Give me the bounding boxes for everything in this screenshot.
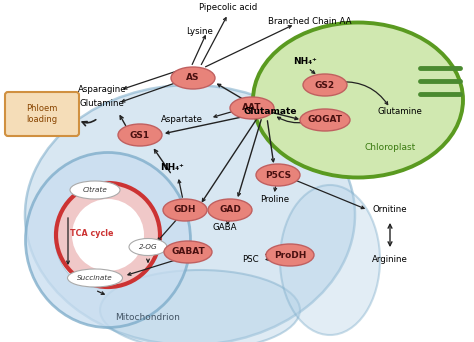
Text: NH₄⁺: NH₄⁺ <box>293 57 317 66</box>
Text: ProDH: ProDH <box>274 250 306 260</box>
Text: Branched Chain AA: Branched Chain AA <box>268 17 352 26</box>
Text: GS1: GS1 <box>130 131 150 140</box>
Ellipse shape <box>266 244 314 266</box>
Text: GABA: GABA <box>213 224 237 233</box>
Text: P5CS: P5CS <box>265 171 291 180</box>
Text: GOGAT: GOGAT <box>308 116 343 124</box>
Text: Proline: Proline <box>260 196 290 205</box>
Circle shape <box>56 183 160 287</box>
Text: Pipecolic acid: Pipecolic acid <box>199 3 257 13</box>
Text: Asparagine: Asparagine <box>78 86 126 94</box>
Ellipse shape <box>55 188 145 288</box>
Ellipse shape <box>70 181 120 199</box>
Ellipse shape <box>208 199 252 221</box>
Text: 2-OG: 2-OG <box>139 244 157 250</box>
Ellipse shape <box>171 67 215 89</box>
Text: Succinate: Succinate <box>77 275 113 281</box>
Text: Glutamate: Glutamate <box>243 107 297 117</box>
Ellipse shape <box>303 74 347 96</box>
Text: AAT: AAT <box>242 104 262 113</box>
Text: NH₄⁺: NH₄⁺ <box>160 163 184 172</box>
Text: Chloroplast: Chloroplast <box>365 144 416 153</box>
Text: GS2: GS2 <box>315 80 335 90</box>
Circle shape <box>72 199 144 271</box>
Text: GAD: GAD <box>219 206 241 214</box>
Ellipse shape <box>26 153 191 328</box>
Ellipse shape <box>253 23 463 177</box>
Ellipse shape <box>118 124 162 146</box>
Ellipse shape <box>280 185 380 335</box>
Text: Citrate: Citrate <box>82 187 108 193</box>
Ellipse shape <box>129 238 167 255</box>
Ellipse shape <box>256 164 300 186</box>
FancyBboxPatch shape <box>5 92 79 136</box>
Text: TCA cycle: TCA cycle <box>70 228 114 237</box>
Text: PSC: PSC <box>242 255 258 264</box>
Text: Aspartate: Aspartate <box>161 116 203 124</box>
Text: Ornitine: Ornitine <box>373 206 407 214</box>
Ellipse shape <box>164 241 212 263</box>
Text: Phloem
loading: Phloem loading <box>27 104 58 124</box>
Ellipse shape <box>300 109 350 131</box>
Text: GDH: GDH <box>174 206 196 214</box>
Text: GABAT: GABAT <box>171 248 205 256</box>
Ellipse shape <box>100 270 300 342</box>
Text: Glutamine: Glutamine <box>80 98 125 107</box>
Ellipse shape <box>230 97 274 119</box>
Text: Lysine: Lysine <box>187 27 213 37</box>
Ellipse shape <box>25 85 355 342</box>
Text: Glutamine: Glutamine <box>378 107 422 117</box>
Text: Mitochondrion: Mitochondrion <box>116 314 181 323</box>
Text: AS: AS <box>186 74 200 82</box>
Text: Arginine: Arginine <box>372 255 408 264</box>
Ellipse shape <box>67 269 122 287</box>
Ellipse shape <box>163 199 207 221</box>
